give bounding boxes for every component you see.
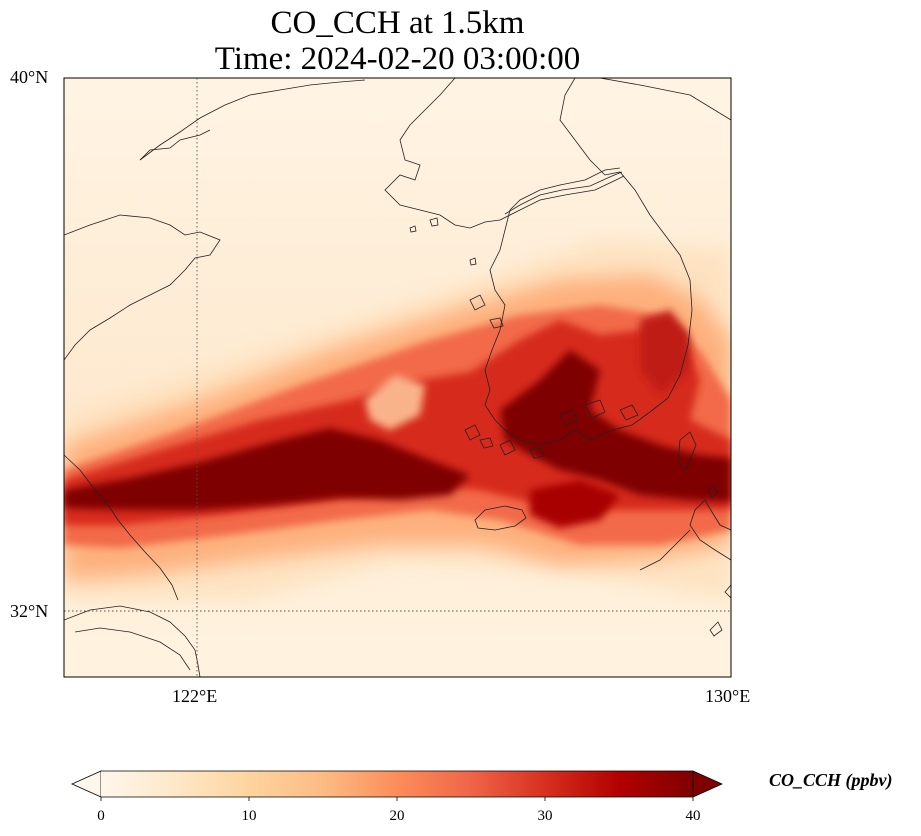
co-clean-pocket — [365, 375, 425, 430]
map-title-line-1: CO_CCH at 1.5km — [270, 5, 525, 41]
map-title-line-2: Time: 2024-02-20 03:00:00 — [214, 41, 581, 77]
colorbar-tick-20: 20 — [389, 808, 405, 824]
coastlines — [64, 78, 731, 677]
co-lobe-northeast — [640, 310, 690, 395]
lon-label-130: 130°E — [705, 686, 751, 706]
colorbar-extend-max — [692, 770, 723, 798]
colorbar-gradient — [101, 771, 693, 797]
co-core-west — [64, 428, 470, 510]
lat-label-32: 32°N — [10, 601, 49, 621]
colorbar-tick-10: 10 — [241, 808, 257, 824]
colorbar-extend-min — [71, 770, 102, 798]
colorbar-tick-marks — [100, 797, 694, 801]
colorbar-tick-40: 40 — [685, 808, 701, 824]
lon-label-122: 122°E — [172, 686, 218, 706]
colorbar-label: CO_CCH (ppbv) — [769, 770, 893, 790]
lat-label-40: 40°N — [10, 67, 49, 87]
co-core-east — [500, 350, 731, 502]
gridlines — [64, 78, 731, 677]
colorbar-tick-0: 0 — [97, 808, 105, 824]
co-lobe-southeast — [530, 480, 620, 528]
map-frame — [63, 77, 732, 678]
colorbar-tick-30: 30 — [537, 808, 553, 824]
